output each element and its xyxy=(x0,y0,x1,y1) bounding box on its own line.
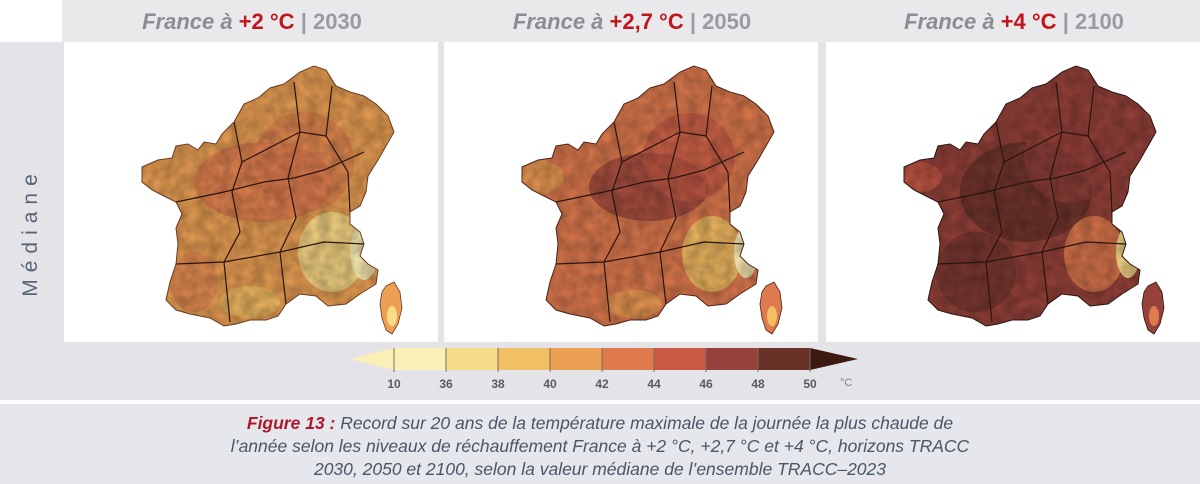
panel-year: 2030 xyxy=(312,9,362,34)
panel-country-label: France à xyxy=(142,9,239,34)
legend-swatch-1 xyxy=(446,348,498,370)
panel-country-label: France à xyxy=(512,9,610,34)
legend-tick-label: 38 xyxy=(491,377,505,391)
legend-arrow-low xyxy=(350,348,394,370)
legend-tick-label: 42 xyxy=(595,377,609,391)
legend-swatch-0 xyxy=(394,348,446,370)
map-2100-graphic xyxy=(903,65,1165,335)
legend-tick-label: 48 xyxy=(751,377,765,391)
panel-separator: | xyxy=(683,9,703,34)
color-legend: 10 36 38 40 42 44 46 48 50 °C xyxy=(350,344,865,396)
legend-tick-label: 36 xyxy=(439,377,453,391)
map-2050-graphic xyxy=(521,65,783,335)
legend-tick-label: 10 xyxy=(387,377,401,391)
legend-swatch-5 xyxy=(654,348,706,370)
legend-swatch-6 xyxy=(706,348,758,370)
caption-line-1: Figure 13 : Record sur 20 ans de la temp… xyxy=(100,412,1100,435)
legend-tick-label: 44 xyxy=(647,377,661,391)
title-band xyxy=(62,0,1200,42)
panel-country-label: France à xyxy=(904,9,1001,34)
legend-unit: °C xyxy=(840,377,852,389)
legend-swatch-7 xyxy=(758,348,810,370)
legend-swatch-3 xyxy=(550,348,602,370)
caption-text-1: Record sur 20 ans de la température maxi… xyxy=(335,413,954,433)
caption-band xyxy=(0,404,1200,484)
map-2030-graphic xyxy=(141,65,403,335)
legend-swatch-4 xyxy=(602,348,654,370)
panel-warming-level: +4 °C xyxy=(1000,9,1057,34)
figure-caption: Figure 13 : Record sur 20 ans de la temp… xyxy=(100,412,1100,481)
panel-year: 2100 xyxy=(1074,9,1124,34)
caption-line-3: 2030, 2050 et 2100, selon la valeur médi… xyxy=(313,459,887,479)
legend-tick-label: 46 xyxy=(699,377,713,391)
legend-tick-label: 40 xyxy=(543,377,557,391)
panel-separator: | xyxy=(294,9,313,34)
color-legend-graphic: 10 36 38 40 42 44 46 48 50 °C xyxy=(350,348,858,391)
panel-title-2100: France à +4 °C | 2100 xyxy=(826,6,1200,38)
panel-separator: | xyxy=(1056,9,1075,34)
panel-title-2050: France à +2,7 °C | 2050 xyxy=(444,6,820,38)
figure-label: Figure 13 : xyxy=(246,413,336,433)
map-2100 xyxy=(826,42,1200,342)
panel-year: 2050 xyxy=(702,9,752,34)
panel-warming-level: +2 °C xyxy=(238,9,295,34)
legend-arrow-high xyxy=(810,348,858,370)
legend-tick-label: 50 xyxy=(803,377,817,391)
panel-title-2030: France à +2 °C | 2030 xyxy=(64,6,440,38)
map-2030 xyxy=(64,42,438,342)
row-label-band: Médiane xyxy=(0,42,62,400)
map-2050 xyxy=(444,42,818,342)
caption-line-2: l’année selon les niveaux de réchauffeme… xyxy=(230,436,970,456)
row-label-mediane: Médiane xyxy=(19,167,42,297)
legend-swatch-2 xyxy=(498,348,550,370)
panel-warming-level: +2,7 °C xyxy=(609,9,684,34)
